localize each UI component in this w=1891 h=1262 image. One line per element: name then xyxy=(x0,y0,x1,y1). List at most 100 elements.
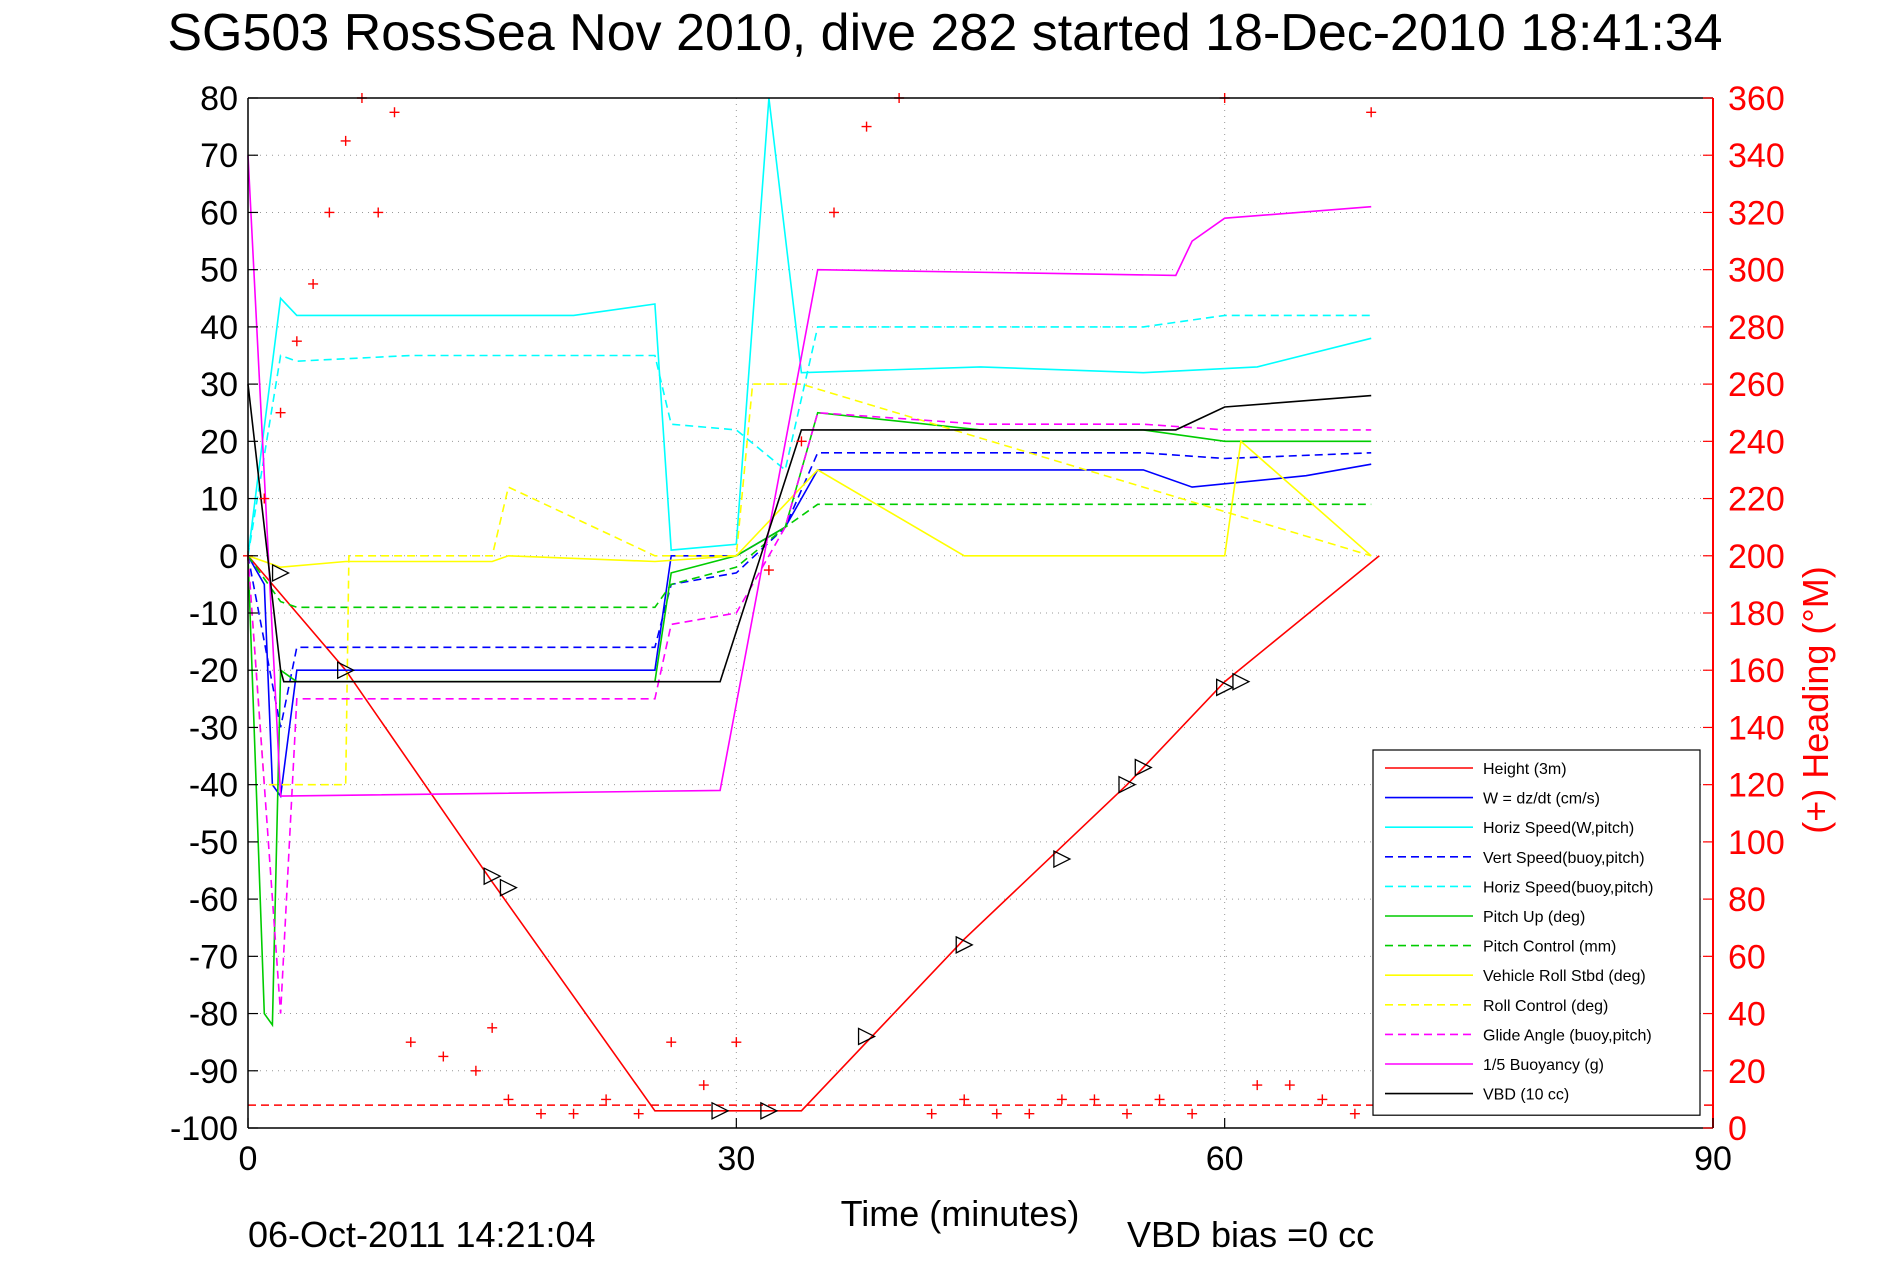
left-tick-label: -90 xyxy=(189,1053,238,1091)
heading-point xyxy=(763,565,774,576)
heading-point xyxy=(698,1080,709,1091)
series-line-8 xyxy=(247,383,1372,786)
heading-point xyxy=(1187,1108,1198,1119)
triangle-marker xyxy=(1216,678,1235,697)
series-line-3 xyxy=(247,451,1372,728)
heading-point xyxy=(259,493,270,504)
heading-point xyxy=(1284,1080,1295,1091)
heading-point xyxy=(829,207,839,218)
heading-point xyxy=(389,107,400,118)
legend-label-4: Horiz Speed(buoy,pitch) xyxy=(1483,879,1653,896)
heading-point xyxy=(340,135,351,146)
left-axis-ticks: 80 70 60 50 40 30 20 10 0 -10 -20 -30 -40 -50 -60 -70 -8… xyxy=(170,80,258,1148)
left-tick-label: -20 xyxy=(189,652,238,690)
triangle-marker xyxy=(857,1027,877,1046)
heading-point xyxy=(438,1051,449,1062)
left-tick-label: 20 xyxy=(200,423,238,461)
right-tick-label: 260 xyxy=(1728,366,1785,404)
right-tick-label: 200 xyxy=(1728,538,1785,576)
right-tick-label: 140 xyxy=(1728,709,1785,747)
legend-label-6: Pitch Control (mm) xyxy=(1483,939,1616,956)
left-tick-label: -60 xyxy=(189,881,238,919)
x-axis-label: Time (minutes) xyxy=(841,1193,1080,1234)
right-tick-label: 20 xyxy=(1728,1053,1766,1091)
x-axis-ticks: 0 30 60 90 xyxy=(239,1118,1732,1178)
left-tick-label: 60 xyxy=(200,194,238,232)
heading-point xyxy=(1056,1094,1067,1105)
heading-point xyxy=(568,1108,579,1119)
right-tick-label: 80 xyxy=(1728,881,1766,919)
right-tick-label: 320 xyxy=(1728,194,1785,232)
left-tick-label: 80 xyxy=(200,80,238,118)
legend-label-10: 1/5 Buoyancy (g) xyxy=(1483,1057,1604,1074)
legend-label-0: Height (3m) xyxy=(1483,761,1567,778)
right-tick-label: 100 xyxy=(1728,824,1785,862)
x-tick-label: 0 xyxy=(239,1140,258,1178)
series-line-10 xyxy=(247,155,1372,797)
heading-point xyxy=(324,207,335,218)
right-axis-label: (+) Heading (°M) xyxy=(1795,566,1836,833)
left-tick-label: -80 xyxy=(189,996,238,1034)
heading-point xyxy=(666,1037,677,1048)
triangle-marker xyxy=(955,935,974,954)
series-line-9 xyxy=(247,411,1372,1014)
heading-point xyxy=(601,1094,612,1105)
legend-label-1: W = dz/dt (cm/s) xyxy=(1483,791,1600,808)
left-tick-label: -30 xyxy=(189,709,238,747)
legend-box xyxy=(1372,749,1701,1116)
triangle-marker xyxy=(337,661,356,680)
left-tick-label: 50 xyxy=(200,252,238,290)
heading-point xyxy=(487,1022,498,1033)
heading-point xyxy=(861,121,872,132)
x-tick-label: 60 xyxy=(1206,1140,1244,1178)
heading-point xyxy=(275,407,286,418)
series-layer xyxy=(243,93,1713,1120)
right-tick-label: 240 xyxy=(1728,423,1785,461)
left-tick-label: -50 xyxy=(189,824,238,862)
legend-label-5: Pitch Up (deg) xyxy=(1483,909,1585,926)
heading-point xyxy=(1317,1094,1328,1105)
right-tick-label: 300 xyxy=(1728,252,1785,290)
heading-point xyxy=(1349,1108,1360,1119)
heading-point xyxy=(470,1065,481,1076)
heading-point xyxy=(308,278,319,289)
triangle-marker xyxy=(711,1101,730,1120)
right-tick-label: 120 xyxy=(1728,767,1785,805)
triangle-marker xyxy=(1134,758,1153,777)
heading-point xyxy=(503,1094,514,1105)
left-tick-label: 70 xyxy=(200,137,238,175)
heading-point xyxy=(731,1037,742,1048)
heading-point xyxy=(959,1094,970,1105)
legend-label-2: Horiz Speed(W,pitch) xyxy=(1483,820,1634,837)
right-tick-label: 360 xyxy=(1728,80,1785,118)
series-line-2 xyxy=(247,97,1372,556)
left-tick-label: 40 xyxy=(200,309,238,347)
series-line-6 xyxy=(247,503,1372,609)
triangle-marker xyxy=(1118,775,1137,794)
legend-label-8: Roll Control (deg) xyxy=(1483,998,1608,1015)
series-line-0 xyxy=(247,555,1380,1112)
triangle-marker xyxy=(1053,850,1072,869)
x-tick-label: 30 xyxy=(717,1140,755,1178)
triangle-marker xyxy=(499,878,518,897)
x-tick-label: 90 xyxy=(1694,1140,1732,1178)
vbd-bias-label: VBD bias =0 cc xyxy=(1127,1214,1374,1255)
right-tick-label: 220 xyxy=(1728,481,1785,519)
right-tick-label: 160 xyxy=(1728,652,1785,690)
right-tick-label: 180 xyxy=(1728,595,1785,633)
footer-date: 06-Oct-2011 14:21:04 xyxy=(248,1214,596,1255)
chart-title: SG503 RossSea Nov 2010, dive 282 started… xyxy=(167,4,1722,62)
series-line-11 xyxy=(247,384,1372,683)
legend-label-7: Vehicle Roll Stbd (deg) xyxy=(1483,968,1646,985)
series-line-7 xyxy=(247,439,1372,569)
left-tick-label: 0 xyxy=(219,538,238,576)
heading-point xyxy=(1252,1080,1263,1091)
heading-point xyxy=(991,1108,1002,1119)
heading-point xyxy=(1122,1108,1132,1119)
heading-point xyxy=(373,207,384,218)
right-tick-label: 280 xyxy=(1728,309,1785,347)
left-tick-label: -70 xyxy=(189,938,238,976)
heading-point xyxy=(633,1108,644,1119)
triangle-marker xyxy=(271,563,291,582)
